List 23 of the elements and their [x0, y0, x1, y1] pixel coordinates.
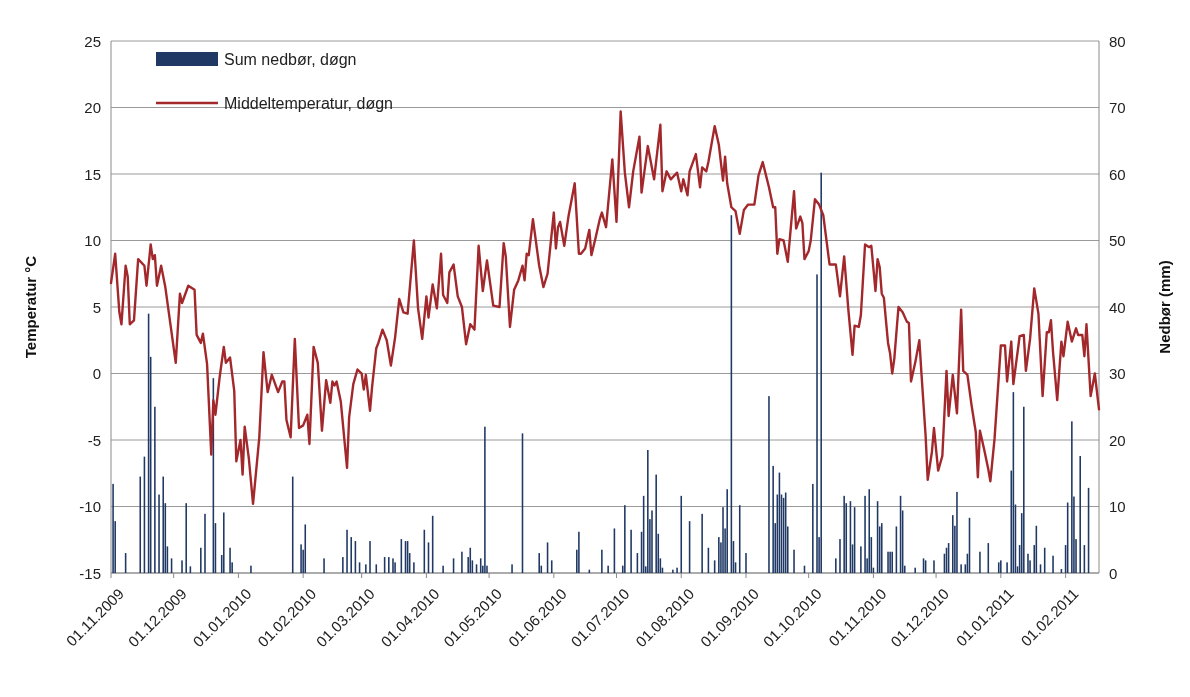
y2-tick-label: 0: [1109, 564, 1118, 582]
y2-tick-label: 10: [1109, 498, 1126, 515]
y-tick-label: 10: [84, 232, 101, 249]
y-tick-label: 20: [84, 99, 101, 116]
y-tick-label: -10: [79, 498, 101, 515]
y2-tick-label: 60: [1109, 165, 1126, 183]
y2-tick-label: 70: [1109, 99, 1126, 116]
legend-label: Sum nedbør, døgn: [224, 50, 357, 68]
y2-axis-title: Nedbør (mm): [1156, 260, 1173, 354]
y-tick-label: -5: [87, 431, 101, 449]
y-tick-label: 0: [92, 365, 101, 382]
y-tick-label: -15: [79, 564, 101, 582]
y-axis-title: Temperatur °C: [22, 255, 39, 359]
y2-tick-label: 50: [1109, 232, 1126, 249]
line-series: [109, 110, 1101, 506]
y2-tick-label: 30: [1109, 365, 1126, 382]
legend-label: Middeltemperatur, døgn: [224, 94, 393, 112]
y2-tick-label: 40: [1109, 298, 1126, 316]
y-tick-label: 25: [84, 32, 101, 50]
y-tick-label: 5: [92, 298, 101, 316]
y-tick-label: 15: [84, 165, 101, 183]
y2-tick-label: 20: [1109, 431, 1126, 449]
y2-tick-label: 80: [1109, 32, 1126, 50]
